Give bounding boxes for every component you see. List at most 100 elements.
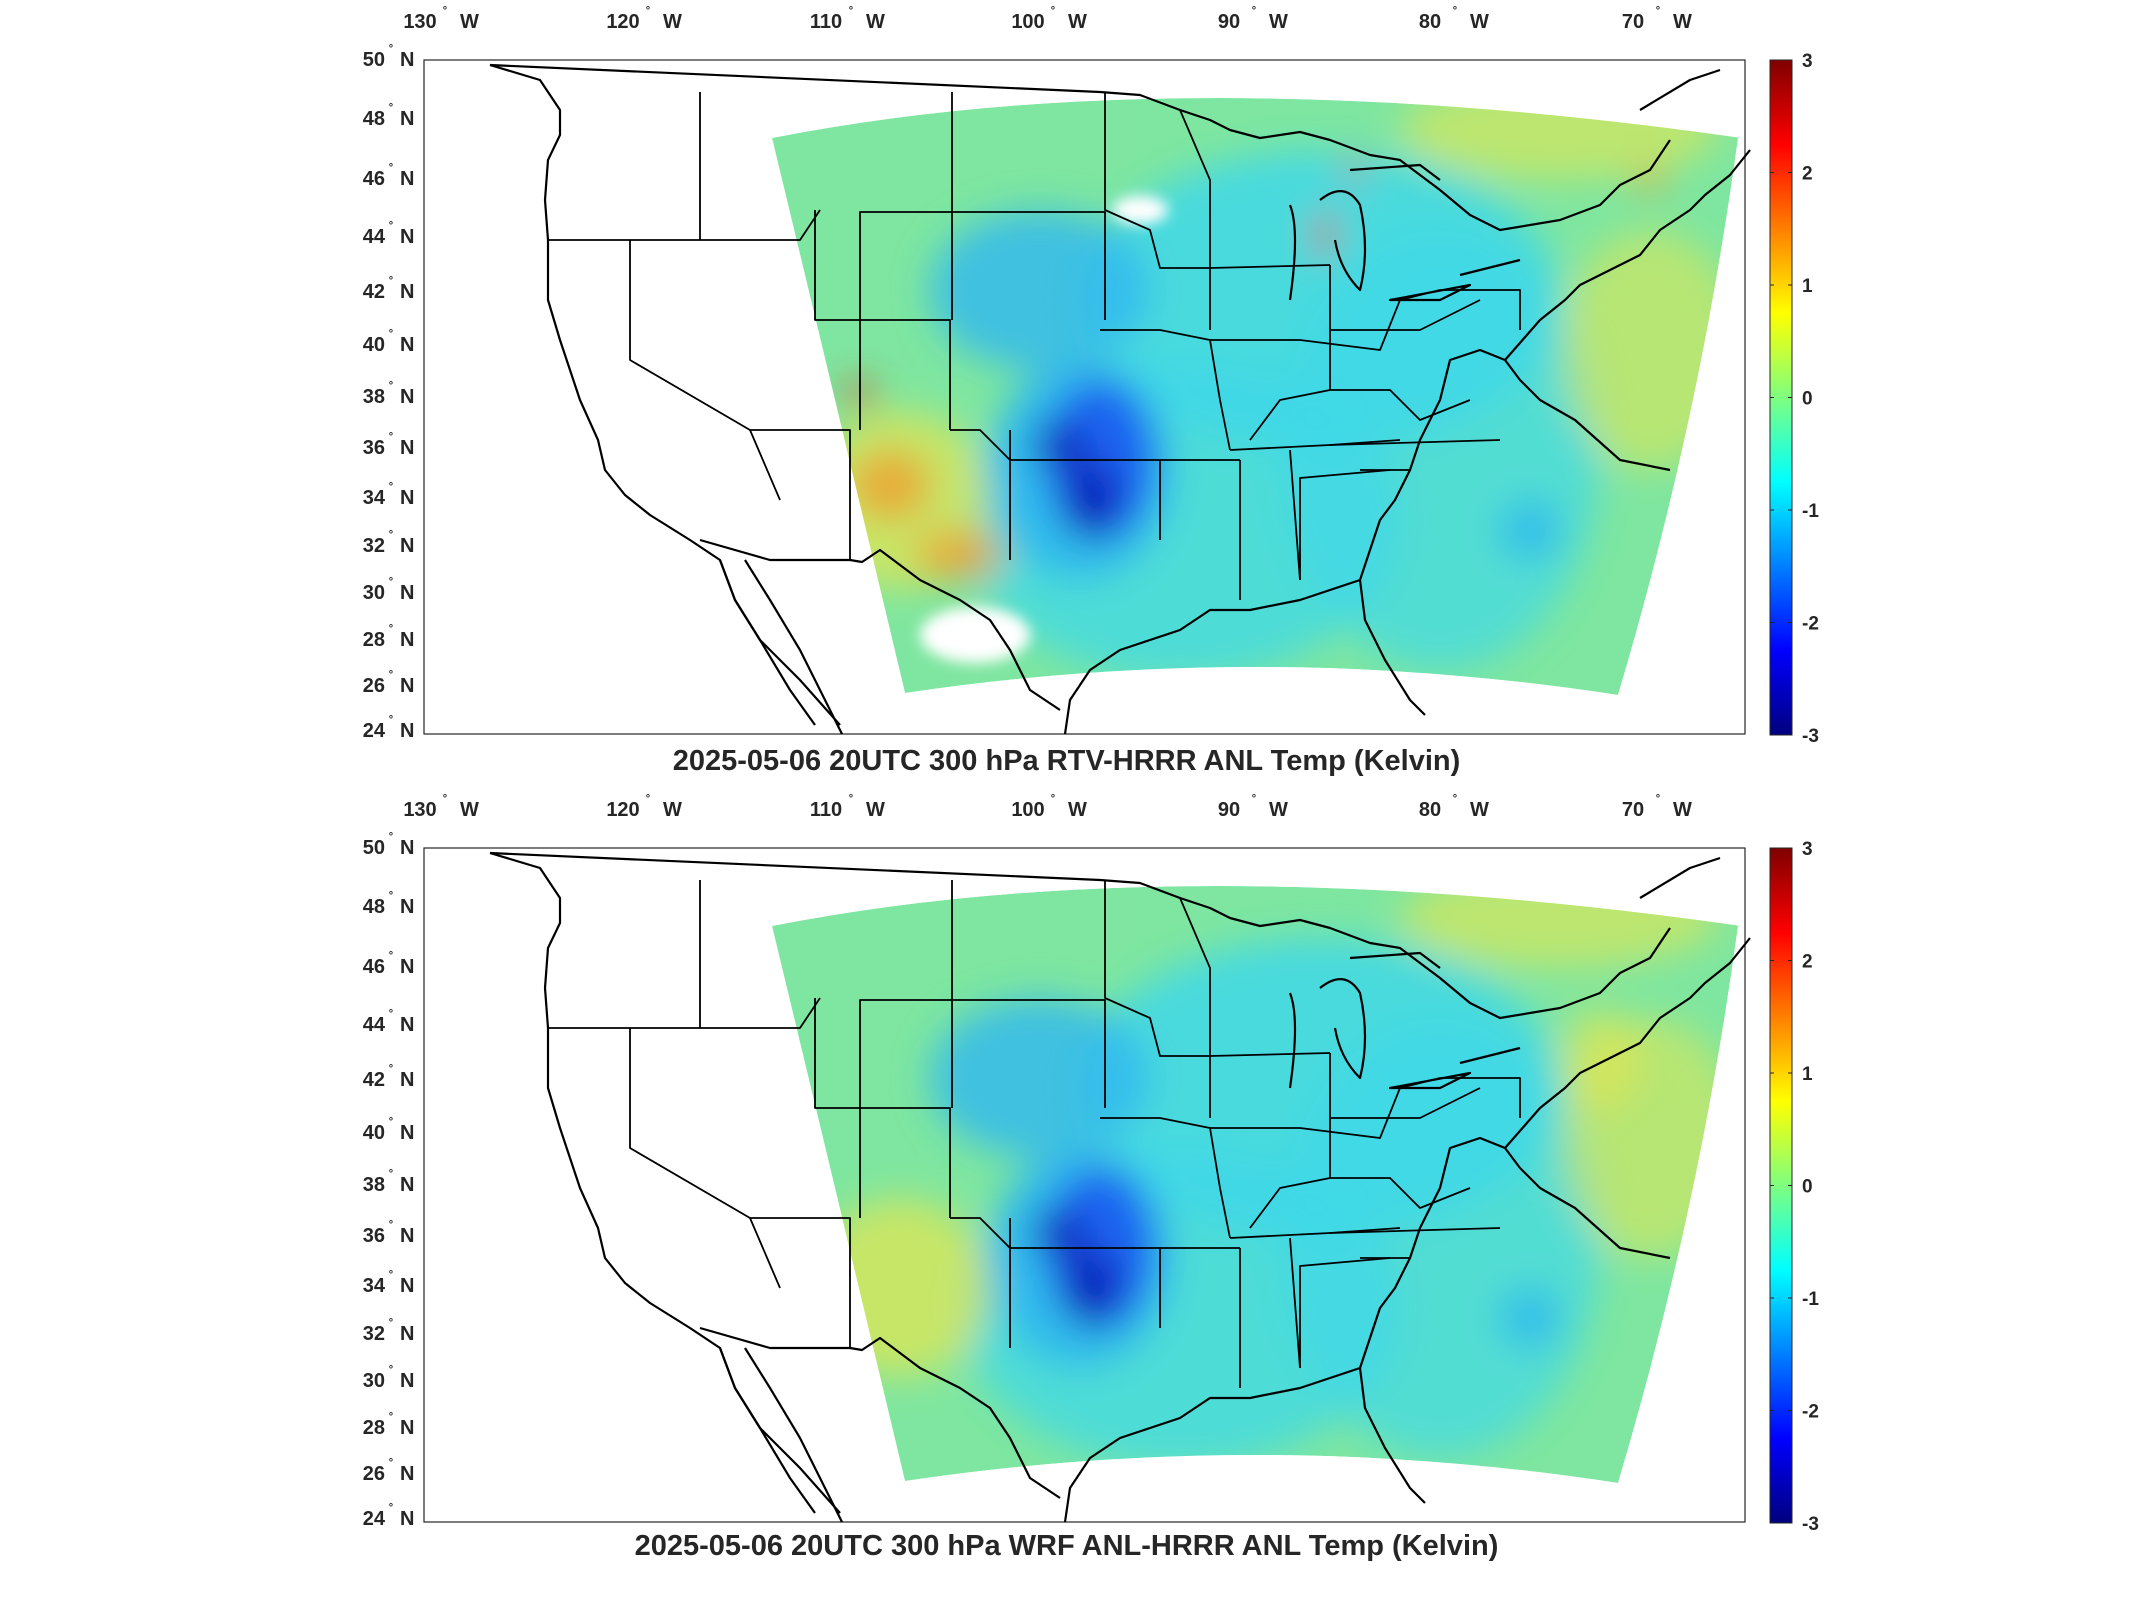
lat-tick-44: 44 — [363, 1014, 386, 1036]
lon-tick-degree-100: ° — [1051, 793, 1055, 805]
border-mexico — [699, 1326, 1061, 1499]
lat-tick-degree-46: ° — [389, 950, 393, 962]
lat-tick-degree-44: ° — [389, 220, 393, 232]
lat-tick-hem-36: N — [400, 437, 414, 459]
lat-tick-hem-38: N — [400, 1174, 414, 1196]
yellow-region-newengland — [1560, 1008, 1640, 1108]
field-anomaly-blobs — [810, 98, 1740, 680]
lat-tick-48: 48 — [363, 896, 385, 918]
lat-tick-degree-26: ° — [389, 669, 393, 681]
lat-tick-degree-46: ° — [389, 162, 393, 174]
lon-tick-hem-120: W — [663, 799, 682, 821]
lat-tick-hem-32: N — [400, 535, 414, 557]
lat-tick-degree-34: ° — [389, 481, 393, 493]
lat-tick-34: 34 — [363, 487, 386, 509]
lat-tick-40: 40 — [363, 334, 385, 356]
panel-title-bottom: 2025-05-06 20UTC 300 hPa WRF ANL-HRRR AN… — [634, 1530, 1499, 1562]
lon-tick-degree-70: ° — [1656, 5, 1660, 17]
lat-tick-hem-46: N — [400, 956, 414, 978]
state-border-12 — [1299, 439, 1501, 580]
lat-tick-hem-24: N — [400, 1508, 414, 1530]
coastline-baja — [718, 559, 843, 735]
lat-tick-hem-40: N — [400, 1122, 414, 1144]
great-lakes — [1288, 951, 1521, 1090]
colorbar-tick-5: -2 — [1802, 1402, 1819, 1423]
lon-tick-80: 80 — [1419, 11, 1441, 33]
lat-tick-hem-28: N — [400, 629, 414, 651]
deepblue-core — [1064, 1248, 1120, 1328]
coastline-northeast — [1504, 68, 1751, 361]
lat-tick-50: 50 — [363, 837, 385, 859]
lat-tick-degree-24: ° — [389, 714, 393, 726]
state-border-7 — [1179, 109, 1331, 341]
coastline-east-gulf — [1063, 1136, 1671, 1523]
colorbar-tick-6: -3 — [1802, 726, 1819, 747]
lon-tick-110: 110 — [810, 799, 842, 821]
colorbar-tick-labels: 3 2 1 0 -1 -2 -3 — [1770, 839, 1819, 1535]
lon-tick-hem-80: W — [1470, 799, 1489, 821]
colorbar-tick-3: 0 — [1802, 389, 1813, 410]
lat-tick-hem-26: N — [400, 675, 414, 697]
lon-tick-120: 120 — [606, 11, 639, 33]
lat-tick-36: 36 — [363, 437, 385, 459]
lat-tick-hem-26: N — [400, 1463, 414, 1485]
lat-tick-degree-42: ° — [389, 1063, 393, 1075]
colorbar-tick-1: 2 — [1802, 164, 1813, 185]
coastline-baja — [718, 1347, 843, 1523]
map-figure-top: 130 ° W 120 ° W 110 ° W 100 ° W 90 ° W 80 ° W 70 ° W50 ° N48 ° N… — [363, 5, 1820, 747]
lat-tick-degree-34: ° — [389, 1269, 393, 1281]
lat-tick-hem-42: N — [400, 1069, 414, 1091]
lat-tick-50: 50 — [363, 49, 385, 71]
longitude-tick-labels: 130 ° W 120 ° W 110 ° W 100 ° W 90 ° W 80 ° W 70 ° W — [403, 5, 1692, 33]
lon-tick-degree-70: ° — [1656, 793, 1660, 805]
state-border-1 — [629, 1028, 851, 1348]
lat-tick-hem-44: N — [400, 1014, 414, 1036]
lon-tick-degree-110: ° — [849, 793, 853, 805]
lon-tick-100: 100 — [1011, 799, 1044, 821]
lat-tick-hem-40: N — [400, 334, 414, 356]
state-border-9 — [1249, 1053, 1481, 1229]
lon-tick-degree-100: ° — [1051, 5, 1055, 17]
lon-tick-degree-120: ° — [646, 793, 650, 805]
lon-tick-hem-70: W — [1673, 11, 1692, 33]
lat-tick-46: 46 — [363, 168, 385, 190]
lat-tick-degree-36: ° — [389, 431, 393, 443]
lightblue-region-plains — [930, 210, 1150, 370]
deepblue-core-north — [1034, 421, 1086, 469]
lon-tick-120: 120 — [606, 799, 639, 821]
panel-title-top: 2025-05-06 20UTC 300 hPa RTV-HRRR ANL Te… — [672, 745, 1461, 777]
lon-tick-hem-80: W — [1470, 11, 1489, 33]
lat-tick-hem-30: N — [400, 1370, 414, 1392]
lat-tick-36: 36 — [363, 1225, 385, 1247]
lat-tick-degree-32: ° — [389, 1317, 393, 1329]
lon-tick-hem-90: W — [1269, 799, 1288, 821]
state-border-4 — [951, 92, 1211, 330]
lat-tick-26: 26 — [363, 1463, 385, 1485]
lat-tick-hem-30: N — [400, 582, 414, 604]
lat-tick-40: 40 — [363, 1122, 385, 1144]
lon-tick-degree-130: ° — [443, 793, 447, 805]
lat-tick-hem-42: N — [400, 281, 414, 303]
lon-tick-hem-130: W — [460, 11, 479, 33]
lat-tick-hem-50: N — [400, 49, 414, 71]
lat-tick-hem-48: N — [400, 108, 414, 130]
map-panel-top: 130 ° W 120 ° W 110 ° W 100 ° W 90 ° W 80 ° W 70 ° W 50 ° N 48 ° N… — [0, 0, 2133, 790]
state-border-9 — [1249, 265, 1481, 441]
missing-patch-texas — [920, 607, 1030, 663]
lat-tick-degree-36: ° — [389, 1219, 393, 1231]
deepblue-core — [1064, 460, 1120, 540]
lon-tick-90: 90 — [1218, 799, 1240, 821]
lon-tick-70: 70 — [1622, 11, 1644, 33]
lat-tick-hem-50: N — [400, 837, 414, 859]
colorbar-tick-1: 2 — [1802, 952, 1813, 973]
orange-region-newmexico — [915, 530, 1005, 580]
map-panel-bottom: 130 ° W 120 ° W 110 ° W 100 ° W 90 ° W 80 ° W 70 ° W 50 ° N 48 ° N… — [0, 788, 2133, 1600]
colorbar-tick-2: 1 — [1802, 276, 1813, 297]
map-figure-bottom: 130 ° W 120 ° W 110 ° W 100 ° W 90 ° W 80 ° W 70 ° W50 ° N48 ° N… — [363, 793, 1820, 1535]
state-border-0 — [548, 880, 821, 1029]
lon-tick-100: 100 — [1011, 11, 1044, 33]
state-border-4 — [951, 880, 1211, 1118]
state-border-5 — [950, 429, 1161, 560]
lon-tick-110: 110 — [810, 11, 842, 33]
lat-tick-48: 48 — [363, 108, 385, 130]
